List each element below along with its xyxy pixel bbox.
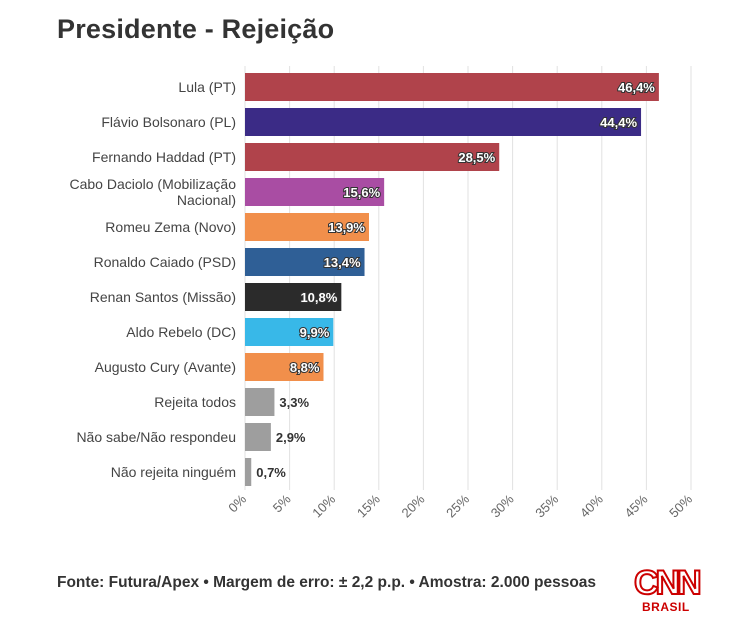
value-label: 10,8% — [300, 290, 337, 305]
x-tick-label: 50% — [666, 491, 695, 520]
bar — [245, 248, 365, 276]
value-label: 2,9% — [276, 430, 306, 445]
category-label: Cabo Daciolo (Mobilização Nacional) — [69, 176, 236, 208]
category-label: Renan Santos (Missão) — [90, 289, 236, 305]
value-label: 8,8% — [290, 360, 320, 375]
chart-title: Presidente - Rejeição — [57, 14, 335, 44]
value-label: 13,9% — [328, 220, 365, 235]
bar — [245, 213, 369, 241]
x-tick-label: 40% — [577, 491, 606, 520]
bar-chart: Lula (PT) Flávio Bolsonaro (PL) Fernando H… — [69, 66, 695, 521]
x-tick-label: 5% — [270, 491, 294, 515]
gridlines — [244, 66, 692, 490]
x-axis-ticks: 0% 5% 10% 15% 20% 25% 30% 35% 40% 45% 50% — [225, 491, 695, 520]
bar — [245, 143, 500, 171]
bar — [245, 458, 252, 486]
bar — [245, 178, 385, 206]
value-label: 0,7% — [256, 465, 286, 480]
category-label: Fernando Haddad (PT) — [92, 149, 236, 165]
logo-brasil-text: BRASIL — [642, 600, 690, 614]
value-label: 9,9% — [300, 325, 330, 340]
category-label: Rejeita todos — [154, 394, 236, 410]
x-tick-label: 45% — [622, 491, 651, 520]
source-note: Fonte: Futura/Apex • Margem de erro: ± 2… — [57, 574, 597, 591]
value-label: 44,4% — [600, 115, 637, 130]
value-label: 28,5% — [458, 150, 495, 165]
cnn-brasil-logo: CNN BRASIL — [632, 564, 703, 620]
category-label: Não rejeita ninguém — [111, 464, 236, 480]
value-label: 15,6% — [343, 185, 380, 200]
bars — [245, 73, 659, 486]
value-label: 3,3% — [279, 395, 309, 410]
value-label: 46,4% — [618, 80, 655, 95]
bar — [245, 283, 342, 311]
x-tick-label: 25% — [443, 491, 472, 520]
category-label: Não sabe/Não respondeu — [76, 429, 236, 445]
bar — [245, 388, 275, 416]
x-tick-label: 30% — [488, 491, 517, 520]
category-labels: Lula (PT) Flávio Bolsonaro (PL) Fernando H… — [69, 79, 236, 480]
x-tick-label: 10% — [309, 491, 338, 520]
bar — [245, 318, 334, 346]
category-label: Lula (PT) — [178, 79, 236, 95]
bar — [245, 423, 271, 451]
bar — [245, 353, 324, 381]
category-label: Aldo Rebelo (DC) — [126, 324, 236, 340]
x-tick-label: 0% — [225, 491, 249, 515]
bar — [245, 73, 659, 101]
category-label: Augusto Cury (Avante) — [95, 359, 236, 375]
category-label: Romeu Zema (Novo) — [105, 219, 236, 235]
x-tick-label: 15% — [354, 491, 383, 520]
x-tick-label: 20% — [399, 491, 428, 520]
bar — [245, 108, 642, 136]
category-label: Ronaldo Caiado (PSD) — [94, 254, 236, 270]
value-labels: 46,4% 44,4% 28,5% 15,6% 13,9% 13,4% 10,8% 9,9% 8… — [256, 79, 656, 480]
category-label: Flávio Bolsonaro (PL) — [101, 114, 236, 130]
logo-cnn-text: CNN — [633, 564, 703, 602]
x-tick-label: 35% — [532, 491, 561, 520]
value-label: 13,4% — [324, 255, 361, 270]
